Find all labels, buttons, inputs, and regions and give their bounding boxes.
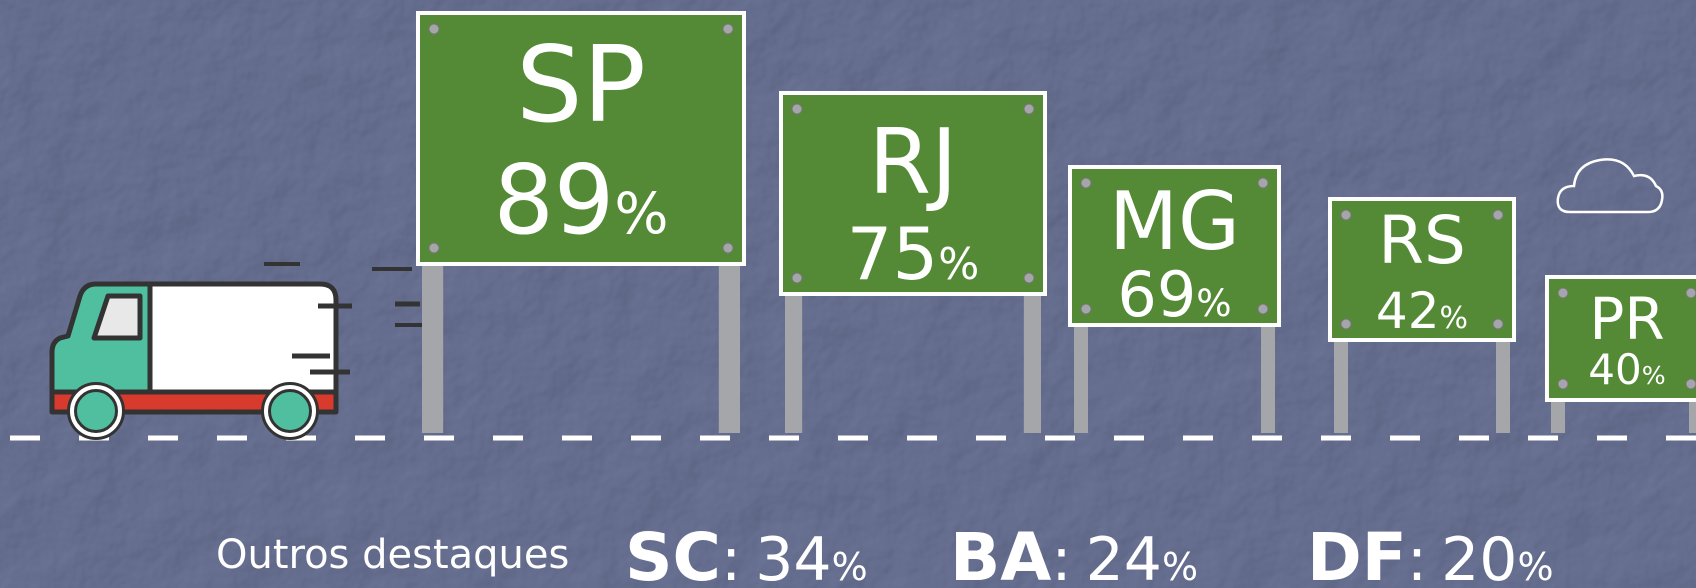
other-state: BA xyxy=(950,519,1051,588)
other-separator: : xyxy=(721,525,741,588)
sign-bolt xyxy=(1686,288,1696,298)
sign-bolt xyxy=(1686,379,1696,389)
sign-post xyxy=(785,294,802,433)
sign-post xyxy=(719,264,740,433)
sign-state: PR xyxy=(1589,285,1664,353)
sign-bolt xyxy=(1258,178,1268,188)
sign-bolt xyxy=(1558,288,1568,298)
other-unit: % xyxy=(832,545,868,588)
sign-bolt xyxy=(792,273,802,283)
other-unit: % xyxy=(1162,545,1198,588)
sign-unit: % xyxy=(1642,361,1666,390)
sign-bolt xyxy=(1258,304,1268,314)
sign-bolt xyxy=(1341,210,1351,220)
sign-bolt xyxy=(1558,379,1568,389)
sign-value: 75 xyxy=(847,212,939,296)
other-value: 20 xyxy=(1441,525,1517,588)
sign-post xyxy=(1496,340,1510,433)
sign-post xyxy=(1074,325,1088,433)
sign-post xyxy=(1024,294,1041,433)
sign-post xyxy=(1261,325,1275,433)
sign-post xyxy=(422,264,443,433)
sign-bolt xyxy=(723,243,733,253)
other-unit: % xyxy=(1517,545,1553,588)
others-title: Outros destaques xyxy=(216,532,569,578)
sign-bolt xyxy=(723,24,733,34)
sign-unit: % xyxy=(614,181,668,247)
sign-bolt xyxy=(1081,304,1091,314)
sign-state: MG xyxy=(1109,175,1240,268)
sign-state: SP xyxy=(516,24,646,146)
sign-unit: % xyxy=(1196,281,1231,325)
other-state: SC xyxy=(625,519,721,588)
sign-value: 69 xyxy=(1117,258,1196,331)
sign-bolt xyxy=(429,24,439,34)
sign-bolt xyxy=(1493,210,1503,220)
sign-value: 42 xyxy=(1376,282,1440,340)
sign-value: 89 xyxy=(493,146,614,256)
sign-post xyxy=(1334,340,1348,433)
sign-unit: % xyxy=(1440,301,1469,336)
sign-state: RS xyxy=(1378,202,1466,279)
sign-bolt xyxy=(1024,104,1034,114)
sign-bolt xyxy=(1341,319,1351,329)
sign-unit: % xyxy=(938,240,979,290)
sign-bolt xyxy=(429,243,439,253)
other-value: 34 xyxy=(755,525,831,588)
sign-state: RJ xyxy=(868,110,957,215)
other-value: 24 xyxy=(1086,525,1162,588)
sign-post xyxy=(1689,400,1696,433)
sign-bolt xyxy=(792,104,802,114)
other-separator: : xyxy=(1407,525,1427,588)
infographic: Outros destaques SP89% RJ75% MG69% RS42% PR4… xyxy=(0,0,1696,588)
sign-bolt xyxy=(1081,178,1091,188)
other-separator: : xyxy=(1051,525,1071,588)
sign-post xyxy=(1551,400,1565,433)
others: SC:34%BA:24%DF:20% xyxy=(625,519,1554,588)
sign-bolt xyxy=(1024,273,1034,283)
sign-value: 40 xyxy=(1588,345,1641,394)
other-state: DF xyxy=(1307,519,1407,588)
sign-bolt xyxy=(1493,319,1503,329)
